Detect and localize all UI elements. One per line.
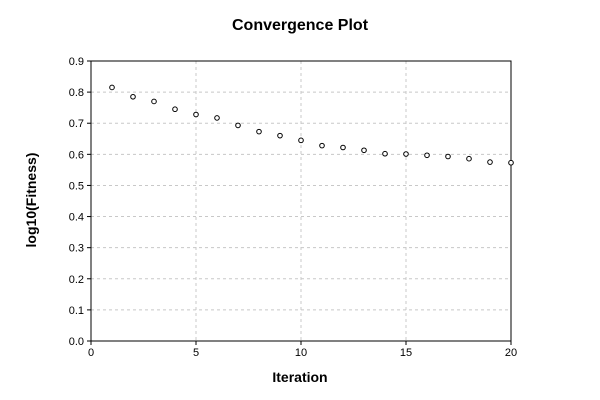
data-point (214, 115, 220, 121)
data-point (298, 137, 304, 144)
data-point (424, 152, 430, 159)
y-tick-label: 0.3 (69, 243, 84, 255)
x-tick-label: 20 (505, 347, 517, 359)
data-point (466, 155, 472, 162)
y-tick-label: 0.1 (69, 305, 84, 317)
y-tick-label: 0.7 (69, 118, 84, 130)
x-tick-label: 10 (295, 347, 307, 359)
data-point (382, 150, 388, 157)
data-point (340, 144, 346, 151)
grid-lines (91, 61, 511, 341)
data-point (256, 128, 262, 135)
chart-title: Convergence Plot (232, 17, 369, 34)
data-point (508, 159, 514, 166)
data-point (487, 159, 493, 165)
y-axis: 0.0 0.1 0.2 0.3 0.4 0.5 0.6 0.7 0.8 0.9 (69, 56, 91, 348)
data-point (319, 142, 325, 149)
x-tick-label: 5 (193, 347, 199, 359)
data-point (361, 147, 367, 154)
y-tick-label: 0.4 (69, 212, 84, 224)
data-point (403, 151, 409, 157)
y-tick-label: 0.0 (69, 336, 84, 348)
data-point (130, 93, 136, 100)
data-point (172, 106, 178, 113)
y-tick-label: 0.9 (69, 56, 84, 68)
data-point (193, 111, 199, 118)
data-point (277, 132, 283, 139)
x-tick-label: 0 (88, 347, 94, 359)
y-tick-label: 0.8 (69, 87, 84, 99)
x-axis: 0 5 10 15 20 (88, 341, 517, 359)
data-point (445, 153, 451, 160)
y-tick-label: 0.5 (69, 180, 84, 192)
y-tick-label: 0.2 (69, 274, 84, 286)
data-points (109, 84, 514, 166)
data-point (151, 98, 157, 105)
x-tick-label: 15 (400, 347, 412, 359)
data-point (109, 84, 115, 91)
y-axis-label: log10(Fitness) (23, 153, 39, 248)
x-axis-label: Iteration (272, 369, 327, 385)
data-point (235, 122, 241, 129)
y-tick-label: 0.6 (69, 149, 84, 161)
